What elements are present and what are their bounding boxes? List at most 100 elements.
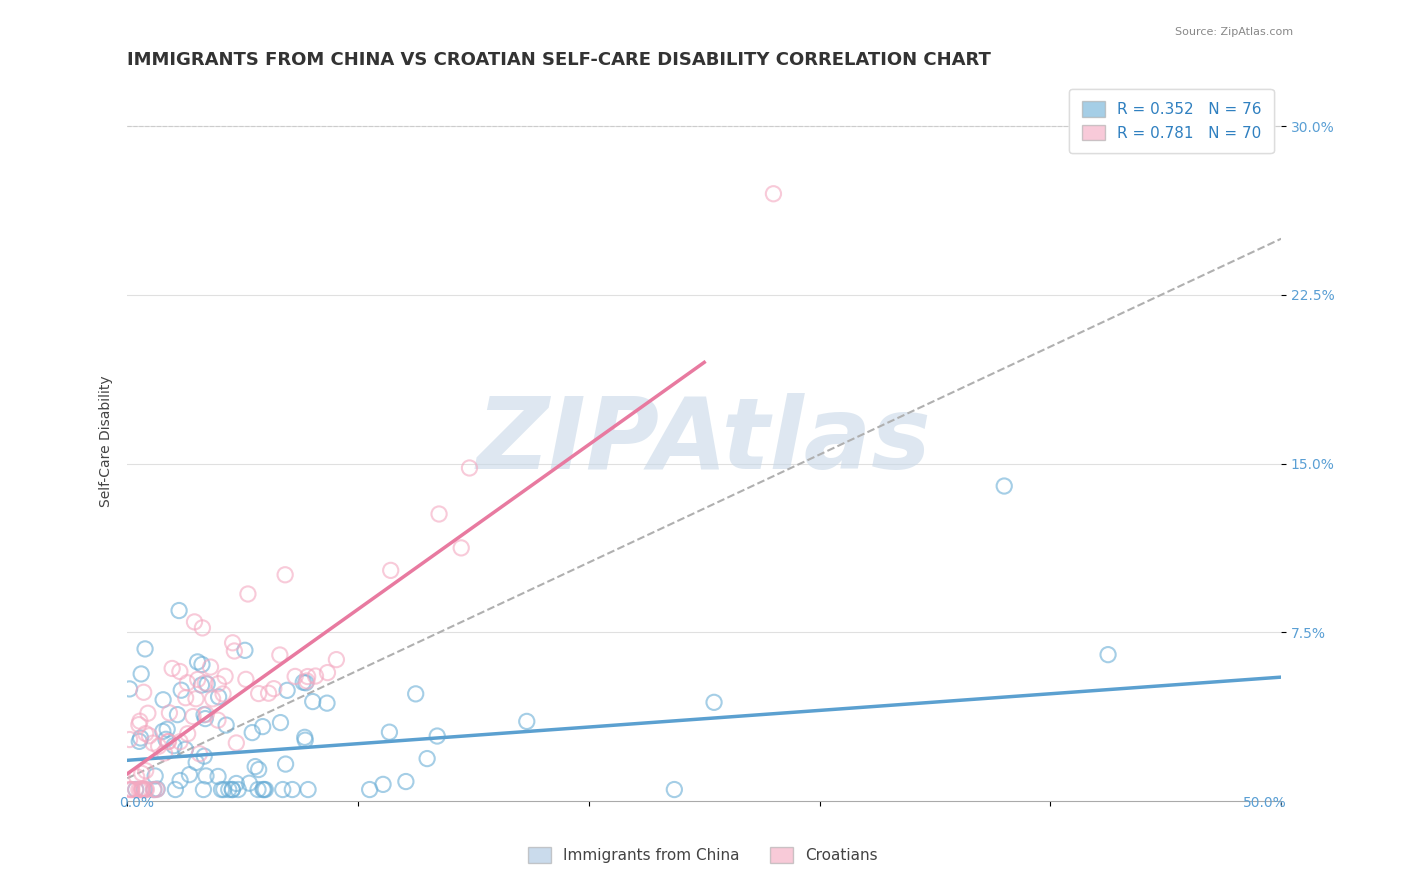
Point (221, 782, 243, 797)
Point (325, 652, 347, 666)
Point (186, 655, 208, 669)
Point (131, 781, 153, 796)
Point (176, 727, 198, 741)
Point (131, 766, 153, 780)
Point (221, 782, 243, 797)
Point (294, 731, 316, 745)
Text: 50.0%: 50.0% (1243, 797, 1286, 810)
Text: ZIPAtlas: ZIPAtlas (477, 392, 932, 490)
Point (194, 676, 217, 690)
Point (252, 720, 274, 734)
Point (174, 690, 197, 705)
Point (155, 732, 177, 747)
Point (516, 714, 538, 729)
Point (294, 733, 316, 747)
Point (195, 769, 218, 783)
Point (128, 734, 150, 748)
Point (135, 782, 157, 797)
Point (294, 675, 316, 690)
Point (191, 657, 214, 672)
Point (160, 661, 183, 675)
Point (138, 729, 160, 743)
Point (284, 669, 307, 683)
Point (194, 712, 217, 726)
Point (235, 673, 257, 687)
Point (664, 782, 686, 797)
Point (157, 734, 180, 748)
Point (212, 687, 235, 701)
Point (132, 685, 155, 699)
Point (134, 782, 156, 797)
Point (254, 782, 277, 797)
Point (187, 673, 209, 687)
Point (458, 461, 481, 475)
Point (395, 774, 418, 789)
Point (169, 773, 191, 788)
Point (118, 732, 141, 747)
Point (416, 751, 439, 765)
Point (129, 731, 152, 745)
Point (207, 713, 229, 727)
Point (1097, 648, 1119, 662)
Point (156, 723, 179, 737)
Point (118, 681, 141, 696)
Point (129, 714, 152, 729)
Point (211, 782, 233, 797)
Point (118, 782, 141, 797)
Point (703, 695, 725, 709)
Point (271, 782, 294, 797)
Point (380, 563, 402, 577)
Point (221, 636, 243, 650)
Point (128, 782, 150, 797)
Point (124, 782, 146, 797)
Point (186, 756, 208, 770)
Point (142, 736, 165, 750)
Point (218, 782, 240, 797)
Point (193, 749, 215, 764)
Point (190, 678, 212, 692)
Point (146, 782, 169, 797)
Point (253, 782, 276, 797)
Point (378, 725, 401, 739)
Point (301, 695, 323, 709)
Point (292, 675, 315, 690)
Point (131, 782, 153, 797)
Point (134, 641, 156, 656)
Point (165, 782, 187, 797)
Point (176, 675, 198, 690)
Point (125, 782, 148, 797)
Point (143, 782, 166, 797)
Point (193, 707, 215, 722)
Point (166, 707, 188, 722)
Point (152, 724, 174, 739)
Legend: R = 0.352   N = 76, R = 0.781   N = 70: R = 0.352 N = 76, R = 0.781 N = 70 (1070, 89, 1274, 153)
Point (263, 681, 285, 696)
Text: IMMIGRANTS FROM CHINA VS CROATIAN SELF-CARE DISABILITY CORRELATION CHART: IMMIGRANTS FROM CHINA VS CROATIAN SELF-C… (128, 51, 991, 69)
Point (170, 683, 193, 698)
Point (240, 725, 263, 739)
Point (426, 729, 449, 743)
Point (125, 770, 148, 784)
Point (297, 669, 319, 683)
Y-axis label: Self-Care Disability: Self-Care Disability (100, 376, 114, 507)
Text: 0.0%: 0.0% (120, 797, 155, 810)
Point (316, 696, 339, 710)
Point (181, 709, 204, 723)
Point (200, 660, 222, 674)
Point (304, 669, 326, 683)
Point (274, 757, 297, 772)
Point (226, 782, 249, 797)
Point (762, 186, 785, 201)
Point (225, 776, 247, 790)
Point (193, 782, 215, 797)
Point (143, 769, 166, 783)
Point (135, 764, 157, 778)
Point (225, 736, 247, 750)
Point (179, 767, 201, 781)
Point (135, 726, 157, 740)
Point (145, 782, 167, 797)
Point (247, 687, 270, 701)
Text: Source: ZipAtlas.com: Source: ZipAtlas.com (1175, 27, 1294, 37)
Point (236, 587, 259, 601)
Point (316, 665, 339, 680)
